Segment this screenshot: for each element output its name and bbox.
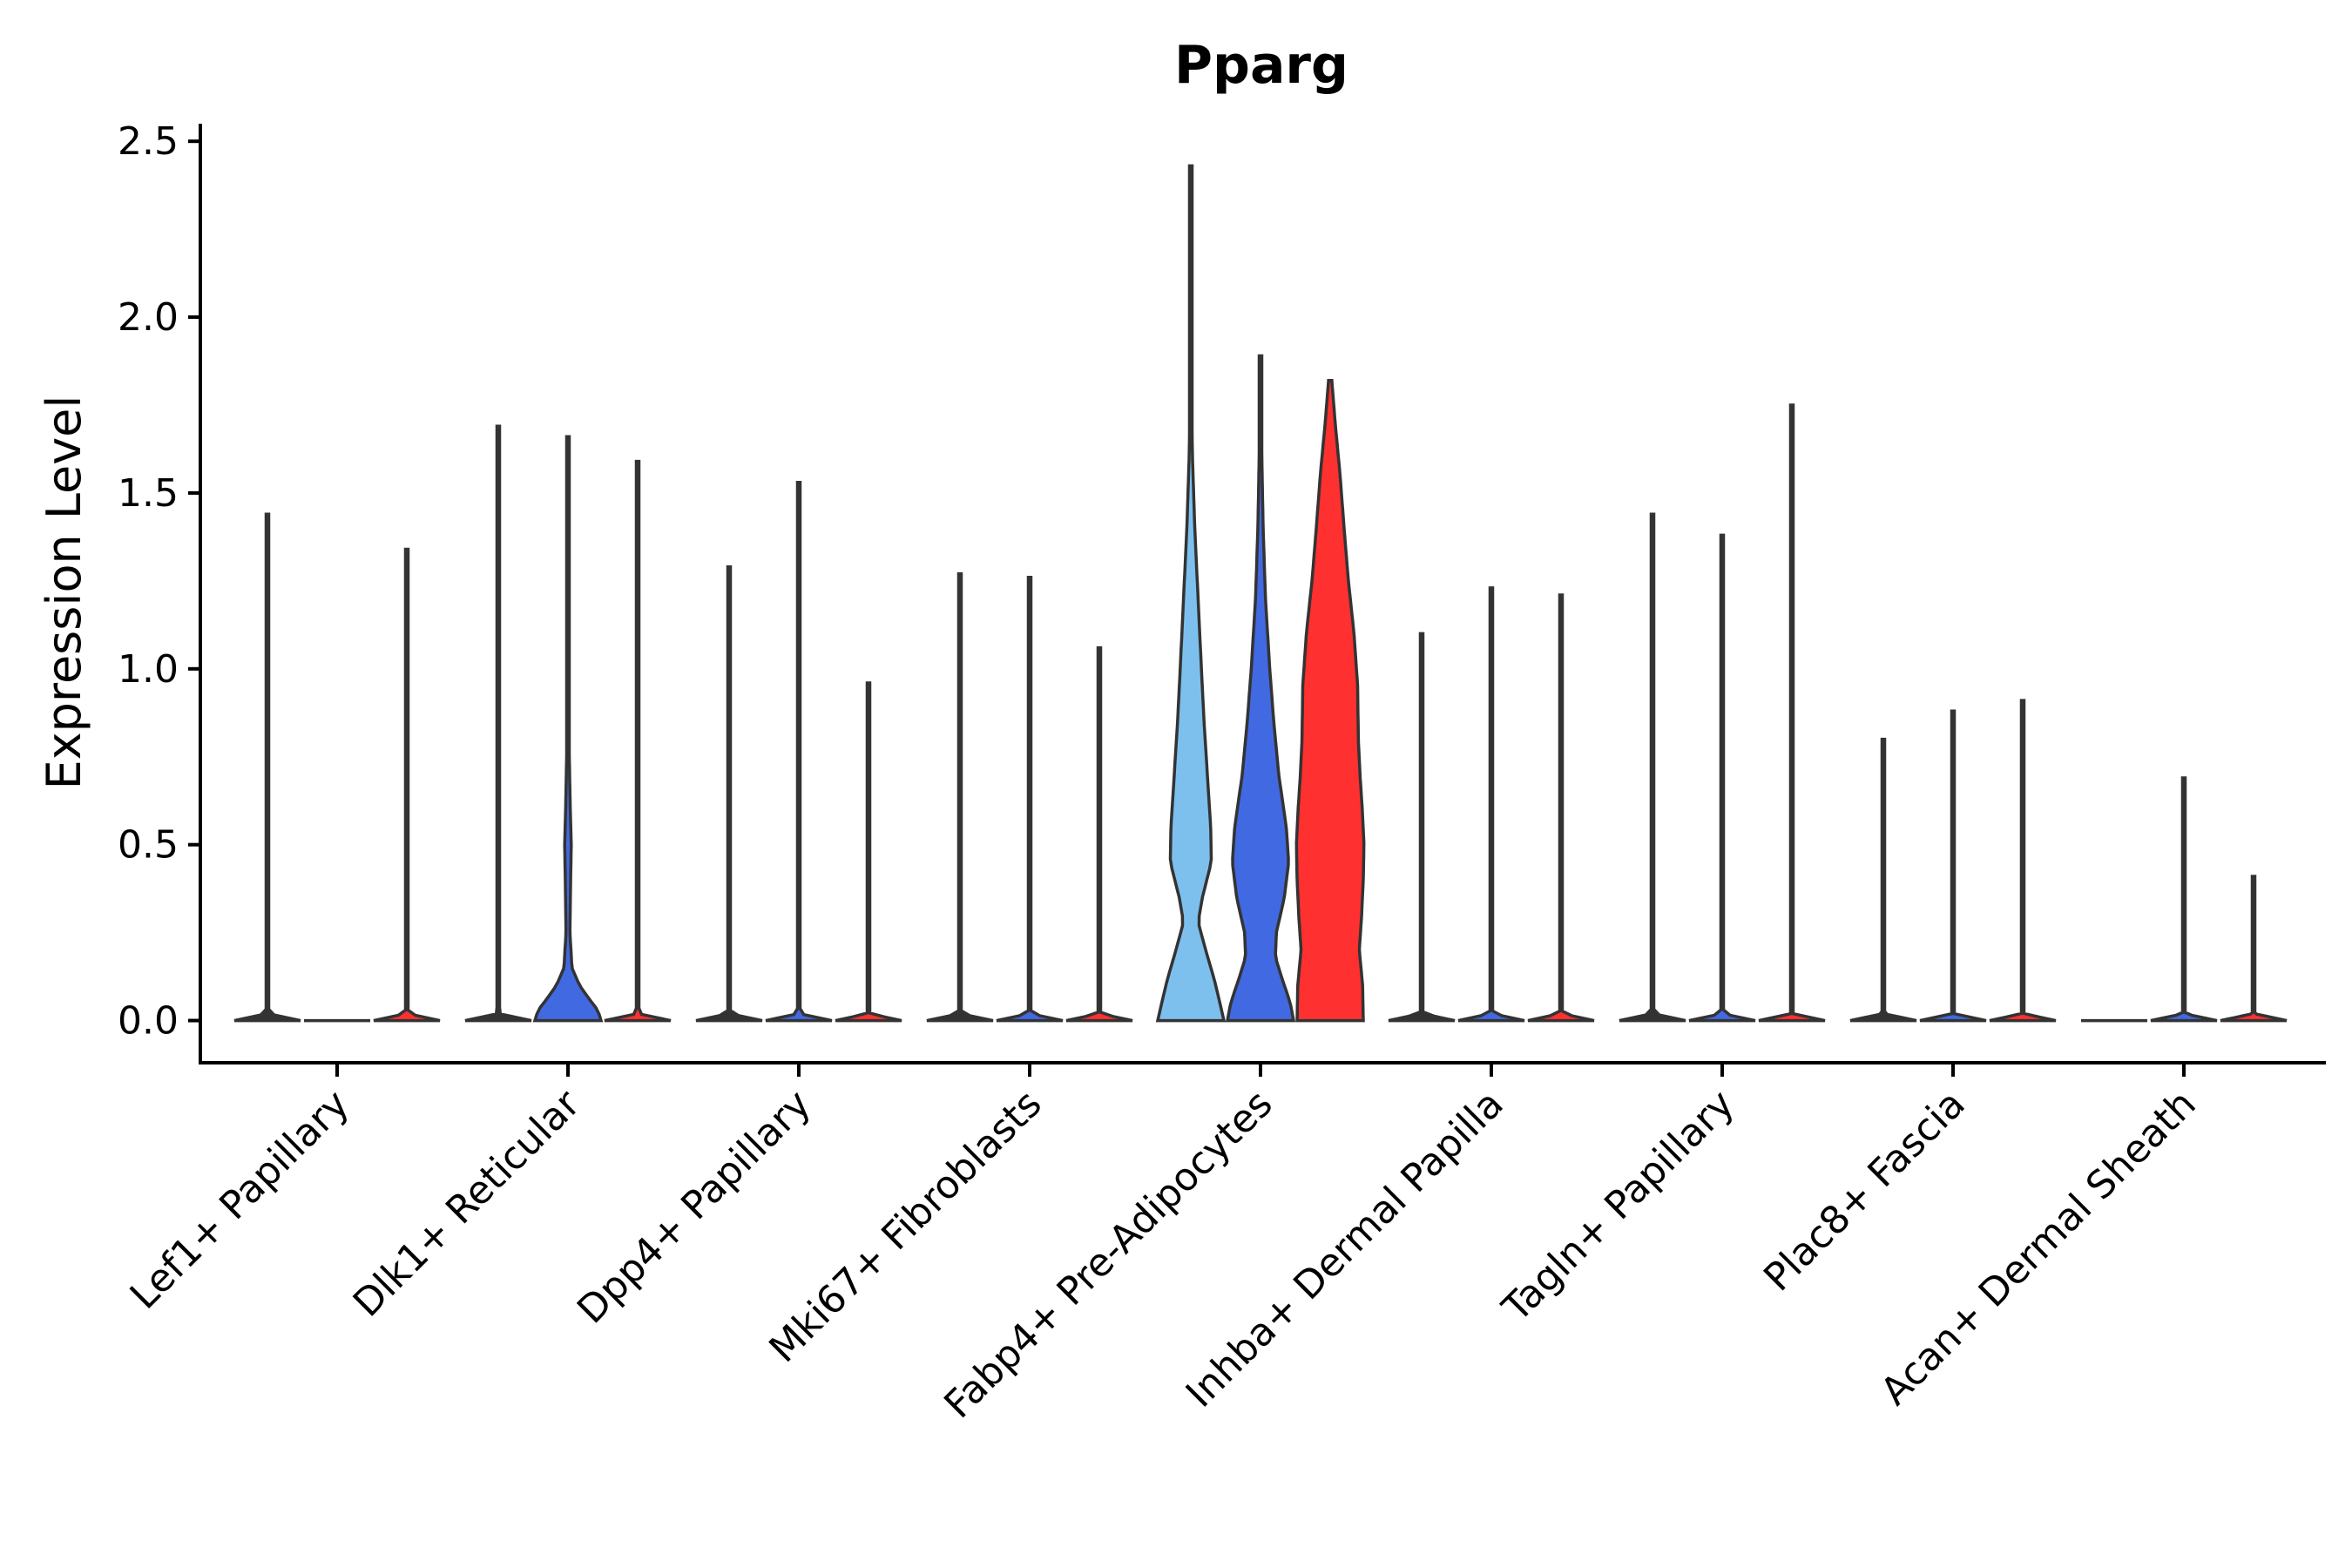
x-tick-label: Lef1+ Papillary bbox=[122, 1082, 358, 1318]
chart-title: Pparg bbox=[1174, 35, 1348, 96]
violin-5-2 bbox=[1225, 354, 1296, 1023]
violin-7-1 bbox=[1619, 512, 1686, 1023]
violin-1-3 bbox=[373, 547, 441, 1023]
violin-2-3 bbox=[604, 459, 672, 1023]
y-tick-label: 2.0 bbox=[118, 295, 179, 340]
violin-4-3 bbox=[1065, 645, 1133, 1023]
y-ticks: 0.0 0.5 1.0 1.5 2.0 2.5 bbox=[118, 119, 200, 1044]
violin-2-1 bbox=[464, 424, 532, 1023]
y-tick-label: 0.0 bbox=[118, 999, 179, 1044]
x-tick-label: Tagln+ Papillary bbox=[1494, 1082, 1743, 1331]
x-tick-label: Plac8+ Fascia bbox=[1755, 1082, 1974, 1301]
violin-6-3 bbox=[1527, 593, 1595, 1023]
violin-5-1 bbox=[1155, 164, 1227, 1023]
x-tick-label: Dpp4+ Papillary bbox=[569, 1082, 820, 1333]
violin-2-2 bbox=[532, 435, 604, 1023]
violin-3-2 bbox=[765, 481, 833, 1023]
y-tick-label: 2.5 bbox=[118, 119, 179, 164]
y-tick-label: 1.5 bbox=[118, 471, 179, 516]
violin-9-3 bbox=[2220, 875, 2288, 1023]
y-axis-label: Expression Level bbox=[37, 395, 91, 790]
violin-4-1 bbox=[926, 572, 994, 1023]
violin-6-1 bbox=[1388, 632, 1456, 1023]
violin-8-2 bbox=[1919, 709, 1987, 1023]
violin-8-3 bbox=[1989, 699, 2057, 1023]
violin-7-3 bbox=[1758, 403, 1826, 1023]
x-tick-label: Dlk1+ Reticular bbox=[345, 1081, 590, 1326]
violin-3-1 bbox=[695, 564, 763, 1023]
violin-7-2 bbox=[1688, 533, 1756, 1023]
violin-6-2 bbox=[1457, 586, 1525, 1023]
y-tick-label: 0.5 bbox=[118, 823, 179, 868]
y-tick-label: 1.0 bbox=[118, 647, 179, 692]
violin-8-1 bbox=[1849, 737, 1917, 1023]
violin-1-1 bbox=[233, 512, 301, 1023]
violin-3-3 bbox=[835, 681, 902, 1023]
violin-4-2 bbox=[996, 576, 1064, 1023]
violin-9-2 bbox=[2150, 776, 2218, 1023]
violin-5-3 bbox=[1294, 378, 1366, 1023]
violins-layer bbox=[233, 164, 2288, 1023]
